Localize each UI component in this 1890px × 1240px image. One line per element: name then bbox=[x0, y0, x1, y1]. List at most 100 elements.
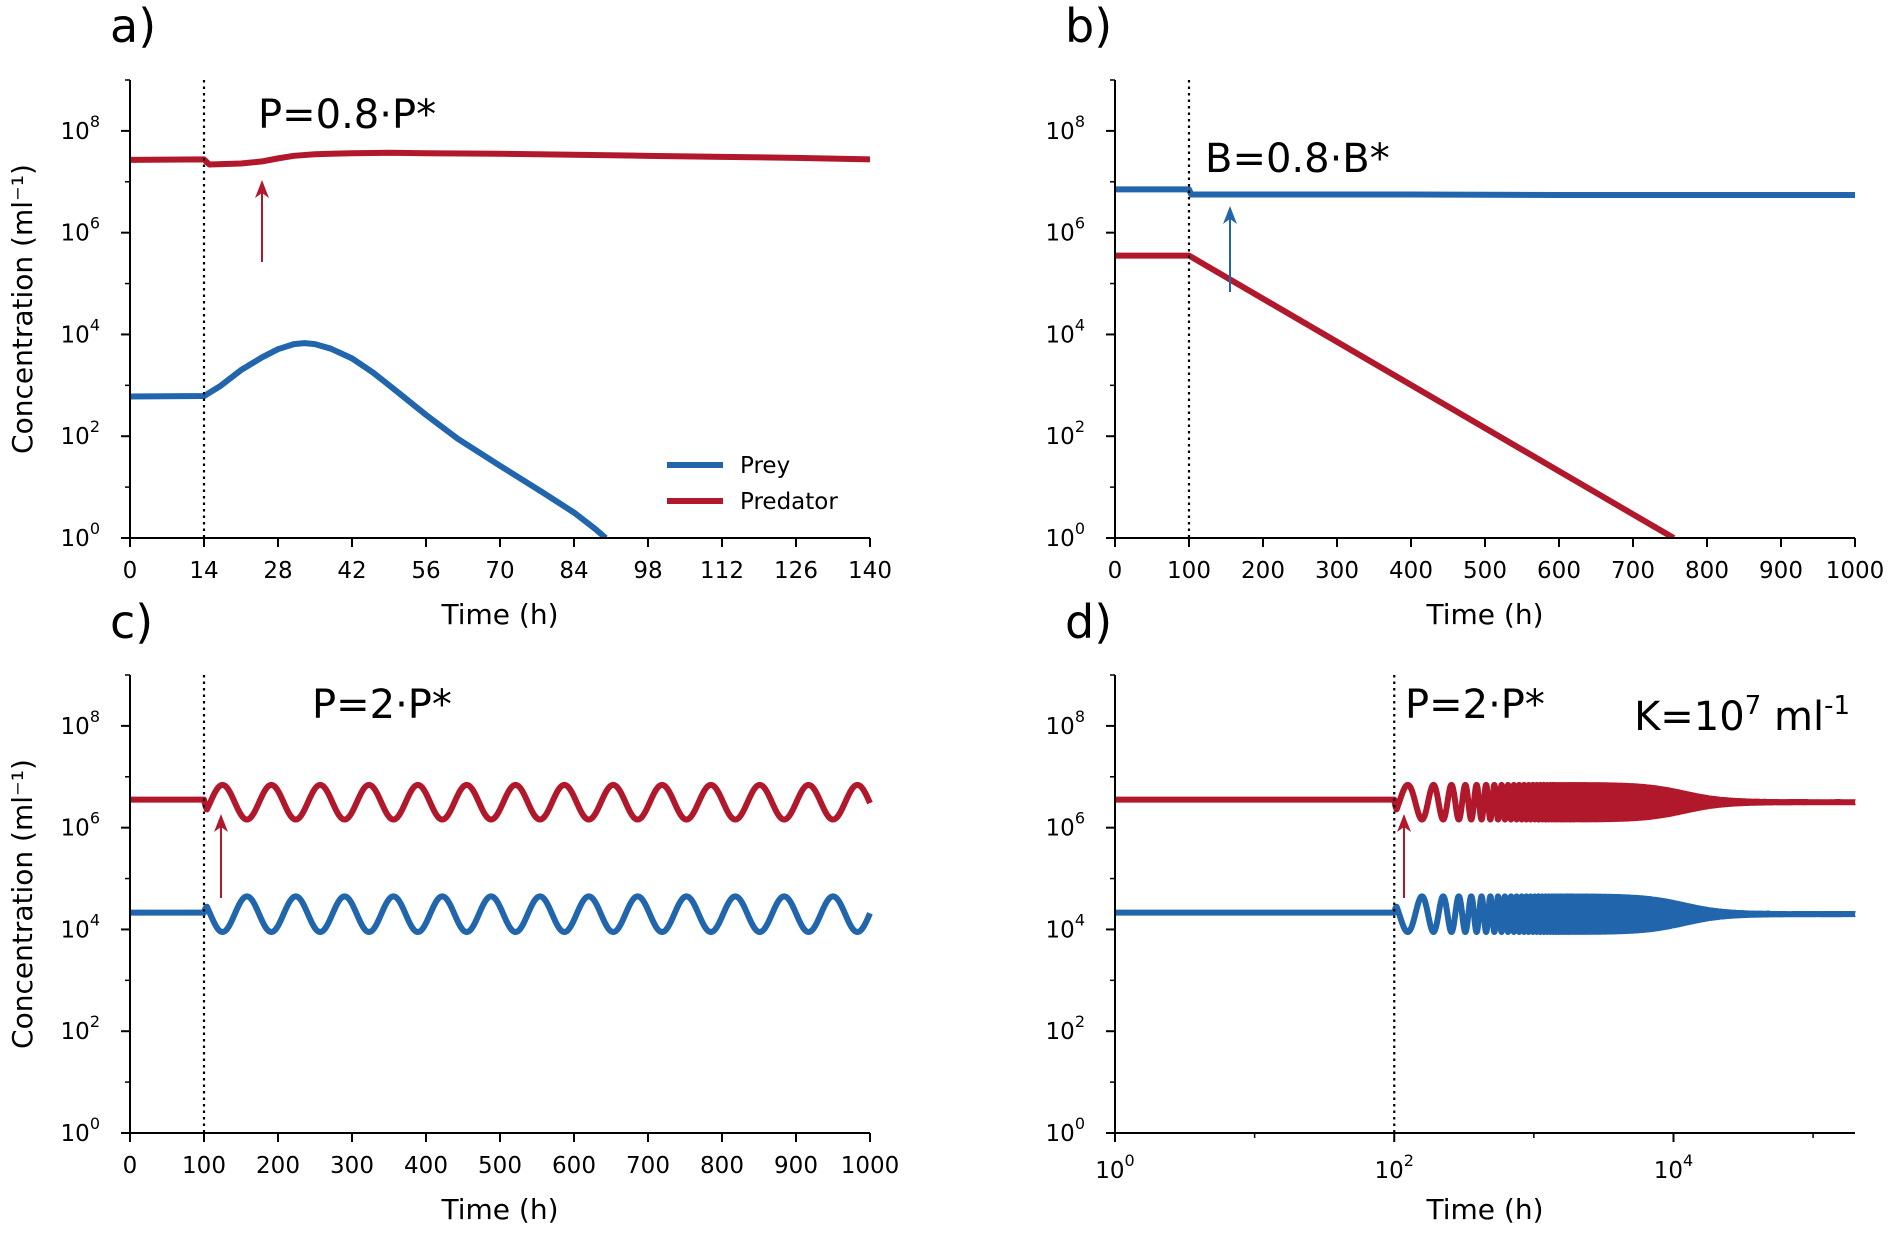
y-tick-label-base: 10 bbox=[1046, 322, 1075, 348]
x-tick-label: 102 bbox=[1375, 1151, 1414, 1184]
panel-label: c) bbox=[110, 595, 153, 649]
x-tick-label: 200 bbox=[256, 1153, 300, 1179]
x-tick-label: 1000 bbox=[841, 1153, 900, 1179]
x-tick-label: 400 bbox=[1389, 558, 1433, 584]
y-tick-label: 106 bbox=[1046, 809, 1085, 842]
x-tick-label-base: 10 bbox=[1654, 1158, 1683, 1184]
x-tick-label: 600 bbox=[1537, 558, 1581, 584]
plot-area bbox=[130, 781, 873, 935]
perturbation-arrow-head bbox=[1397, 814, 1411, 832]
y-tick-label-exp: 0 bbox=[1075, 519, 1085, 538]
x-tick-label-base: 10 bbox=[1095, 1158, 1124, 1184]
x-tick-label-exp: 0 bbox=[1125, 1151, 1135, 1170]
x-tick-label: 500 bbox=[1463, 558, 1507, 584]
y-tick-label-base: 10 bbox=[1046, 917, 1075, 943]
y-tick-label: 102 bbox=[1046, 1012, 1085, 1045]
y-tick-label-base: 10 bbox=[61, 424, 90, 450]
x-tick-label: 600 bbox=[552, 1153, 596, 1179]
series-prey-line bbox=[1115, 186, 1855, 199]
annotation-label: B=0.8·B* bbox=[1205, 136, 1390, 182]
series-predator-line bbox=[130, 781, 873, 823]
y-tick-label-base: 10 bbox=[61, 221, 90, 247]
x-tick-label: 0 bbox=[123, 558, 138, 584]
x-tick-label: 100 bbox=[182, 1153, 226, 1179]
y-tick-label: 108 bbox=[1046, 112, 1085, 145]
y-tick-label: 104 bbox=[1046, 910, 1085, 943]
legend: Prey Predator bbox=[667, 453, 838, 515]
x-tick-label: 200 bbox=[1241, 558, 1285, 584]
y-tick-label-exp: 0 bbox=[90, 519, 100, 538]
plot-area bbox=[1115, 186, 1855, 538]
k-unit-exp: -1 bbox=[1824, 691, 1850, 721]
x-tick-label: 900 bbox=[1759, 558, 1803, 584]
y-tick-label: 102 bbox=[61, 1012, 100, 1045]
y-tick-label-exp: 8 bbox=[1075, 707, 1085, 726]
x-tick-label-base: 10 bbox=[1375, 1158, 1404, 1184]
x-tick-label: 1000 bbox=[1826, 558, 1885, 584]
y-tick-label-base: 10 bbox=[61, 526, 90, 552]
y-tick-label-base: 10 bbox=[1046, 816, 1075, 842]
y-tick-label-exp: 8 bbox=[90, 707, 100, 726]
y-tick-label: 100 bbox=[1046, 519, 1085, 552]
y-tick-label-exp: 8 bbox=[90, 112, 100, 131]
x-tick-label: 300 bbox=[330, 1153, 374, 1179]
x-tick-label: 100 bbox=[1095, 1151, 1134, 1184]
annotation-label: P=0.8·P* bbox=[258, 92, 436, 138]
plot-area bbox=[1115, 781, 1858, 935]
y-tick-label: 106 bbox=[1046, 214, 1085, 247]
perturbation-arrow-head bbox=[1223, 206, 1237, 224]
x-axis-label: Time (h) bbox=[1425, 598, 1543, 631]
x-tick-label: 126 bbox=[774, 558, 818, 584]
y-tick-label: 108 bbox=[1046, 707, 1085, 740]
y-tick-label-base: 10 bbox=[61, 714, 90, 740]
y-tick-label: 104 bbox=[61, 910, 100, 943]
y-tick-label-base: 10 bbox=[1046, 714, 1075, 740]
x-axis-label: Time (h) bbox=[440, 598, 558, 631]
series-prey-line bbox=[130, 340, 608, 538]
x-tick-label: 84 bbox=[559, 558, 588, 584]
y-tick-label-exp: 4 bbox=[1075, 910, 1085, 929]
x-tick-label: 140 bbox=[848, 558, 892, 584]
k-unit: ml bbox=[1761, 694, 1824, 740]
perturbation-arrow-head bbox=[255, 180, 269, 198]
y-tick-label-base: 10 bbox=[61, 322, 90, 348]
k-exp: 7 bbox=[1745, 691, 1762, 721]
y-tick-label-base: 10 bbox=[61, 1019, 90, 1045]
x-tick-label: 14 bbox=[189, 558, 218, 584]
x-tick-label: 28 bbox=[263, 558, 292, 584]
y-tick-label-exp: 6 bbox=[1075, 809, 1085, 828]
carrying-capacity-label: K=107 ml-1 bbox=[1634, 691, 1850, 740]
y-tick-label-exp: 0 bbox=[90, 1114, 100, 1133]
panel-label: a) bbox=[110, 0, 156, 53]
y-tick-label: 100 bbox=[1046, 1114, 1085, 1147]
x-tick-label: 0 bbox=[1108, 558, 1123, 584]
annotation-label: P=2·P* bbox=[312, 682, 452, 728]
x-tick-label: 900 bbox=[774, 1153, 818, 1179]
y-tick-label-base: 10 bbox=[61, 119, 90, 145]
annotation-label: P=2·P* bbox=[1405, 682, 1545, 728]
x-tick-label: 300 bbox=[1315, 558, 1359, 584]
y-tick-label-exp: 4 bbox=[1075, 315, 1085, 334]
panel-label: b) bbox=[1065, 0, 1112, 53]
y-tick-label-base: 10 bbox=[61, 1121, 90, 1147]
y-tick-label: 100 bbox=[61, 1114, 100, 1147]
y-tick-label-base: 10 bbox=[1046, 424, 1075, 450]
y-tick-label: 108 bbox=[61, 112, 100, 145]
y-tick-label-exp: 2 bbox=[90, 1012, 100, 1031]
x-tick-label: 70 bbox=[485, 558, 514, 584]
x-tick-label: 98 bbox=[633, 558, 662, 584]
series-predator-line bbox=[130, 149, 871, 168]
y-tick-label: 108 bbox=[61, 707, 100, 740]
y-tick-label-exp: 4 bbox=[90, 315, 100, 334]
series-prey-line bbox=[1115, 893, 1858, 935]
x-tick-label: 500 bbox=[478, 1153, 522, 1179]
x-tick-label: 100 bbox=[1167, 558, 1211, 584]
series-predator-line bbox=[1115, 781, 1858, 823]
legend-label-predator: Predator bbox=[740, 489, 838, 515]
panel-label: d) bbox=[1065, 595, 1112, 649]
